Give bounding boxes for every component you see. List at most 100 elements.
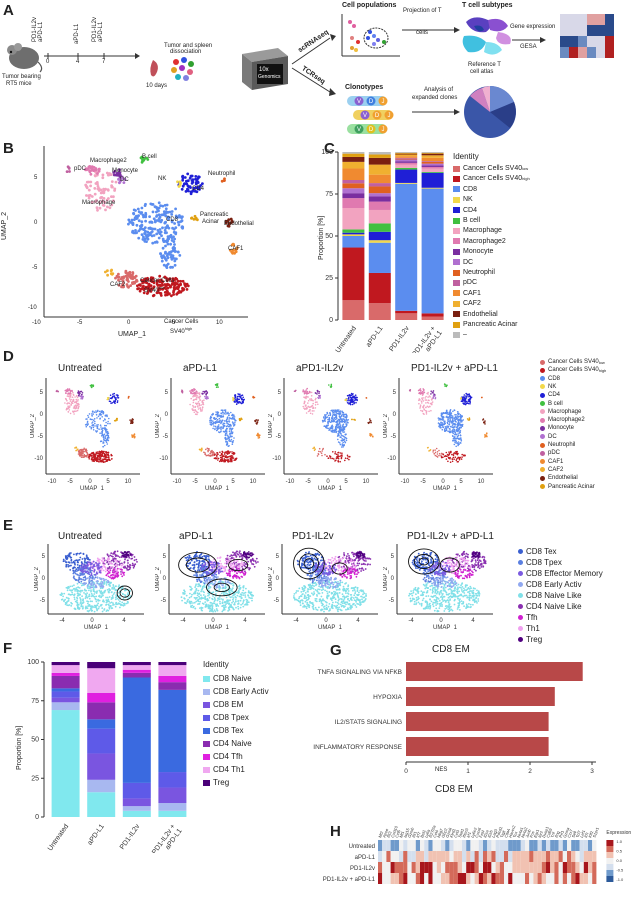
umap-point: [420, 409, 422, 412]
umap-point: [222, 411, 224, 413]
dissociated-cells-icon: [171, 57, 194, 81]
umap-point: [217, 457, 220, 460]
umap-point: [335, 413, 338, 415]
bar-segment: [342, 208, 365, 230]
umap-point: [233, 416, 236, 418]
umap-point: [159, 278, 163, 282]
umap-b-ytick-1: 5: [34, 175, 38, 181]
umap-point: [98, 410, 101, 413]
umap-point: [454, 437, 456, 440]
umap-point: [72, 410, 74, 413]
umap-point: [456, 415, 459, 417]
umap-point: [193, 411, 196, 414]
umap-point: [185, 594, 188, 597]
umap-point: [232, 457, 235, 459]
umap-point: [83, 564, 85, 566]
mini-heatmap-cell: [587, 25, 596, 36]
umap-point: [256, 434, 258, 436]
umap-point: [339, 455, 341, 458]
umap-point: [121, 282, 125, 285]
umap-point: [160, 259, 164, 263]
umap-point: [340, 446, 343, 448]
y-tick-label: -5: [163, 434, 169, 440]
umap-point: [333, 420, 335, 423]
umap-point: [107, 557, 110, 559]
mini-heatmap-cell: [569, 14, 578, 25]
umap-point: [88, 589, 90, 592]
umap-point: [97, 452, 99, 454]
umap-point: [151, 294, 155, 298]
umap-point: [64, 598, 66, 601]
umap-point: [181, 215, 184, 219]
umap-point: [195, 402, 197, 405]
umap-point: [240, 594, 243, 596]
umap-point: [85, 571, 88, 573]
umap-point: [103, 600, 105, 603]
y-tick-label: 0: [393, 412, 397, 418]
umap-point: [227, 425, 230, 428]
umap-point: [235, 457, 238, 460]
umap-point: [85, 418, 87, 420]
legend-item: CAF2: [453, 300, 481, 307]
umap-point: [114, 574, 117, 577]
umap-point: [332, 429, 334, 432]
umap-point: [113, 400, 115, 402]
umap-point: [67, 597, 70, 600]
umap-point: [79, 597, 81, 599]
umap-point: [96, 427, 99, 429]
umap-point: [99, 578, 102, 580]
umap-point: [123, 551, 126, 554]
umap-point: [177, 223, 181, 227]
umap-point: [307, 392, 310, 395]
umap-point: [75, 554, 78, 556]
x-tick-label: PD1-IL2v +aPD-L1: [411, 325, 444, 353]
umap-point: [84, 571, 86, 573]
umap-point: [77, 579, 80, 582]
umap-point: [201, 408, 204, 410]
umap-point: [452, 454, 455, 457]
umap-point: [313, 410, 315, 412]
x-tick-label: -5: [67, 479, 73, 485]
umap-point: [448, 451, 450, 453]
bar-segment: [395, 152, 418, 154]
umap-point: [438, 449, 440, 452]
umap-point: [86, 456, 88, 458]
umap-point: [99, 440, 102, 443]
umap-point: [95, 452, 98, 455]
umap-point: [97, 409, 99, 412]
umap-point: [348, 398, 350, 400]
umap-b-xtick-5: 10: [216, 320, 223, 326]
umap-point: [449, 417, 451, 420]
umap-point: [105, 574, 108, 576]
umap-point: [135, 279, 139, 283]
umap-point: [228, 248, 232, 252]
umap-point: [133, 216, 137, 220]
y-tick-label: 5: [165, 390, 169, 396]
umap-point: [168, 277, 172, 281]
x-tick-label: -10: [48, 479, 57, 485]
umap-point: [443, 455, 446, 458]
umap-point: [418, 398, 421, 400]
umap-point: [174, 276, 178, 280]
umap-point: [95, 561, 97, 564]
umap-point: [451, 426, 454, 428]
umap-point: [244, 596, 247, 598]
umap-point: [199, 395, 202, 398]
umap-point: [449, 456, 451, 459]
umap-point: [421, 402, 423, 404]
umap-point: [235, 247, 239, 251]
umap-point: [460, 426, 462, 429]
umap-point: [181, 286, 184, 290]
umap-point: [102, 451, 105, 453]
umap-point: [447, 420, 449, 423]
umap-point: [214, 428, 216, 431]
umap-point: [189, 592, 191, 595]
umap-point: [216, 454, 218, 456]
umap-point: [238, 417, 241, 420]
umap-point: [90, 582, 93, 585]
umap-point: [86, 592, 88, 595]
umap-point: [481, 396, 483, 399]
umap-point: [424, 409, 427, 412]
legend-swatch: [540, 450, 545, 456]
